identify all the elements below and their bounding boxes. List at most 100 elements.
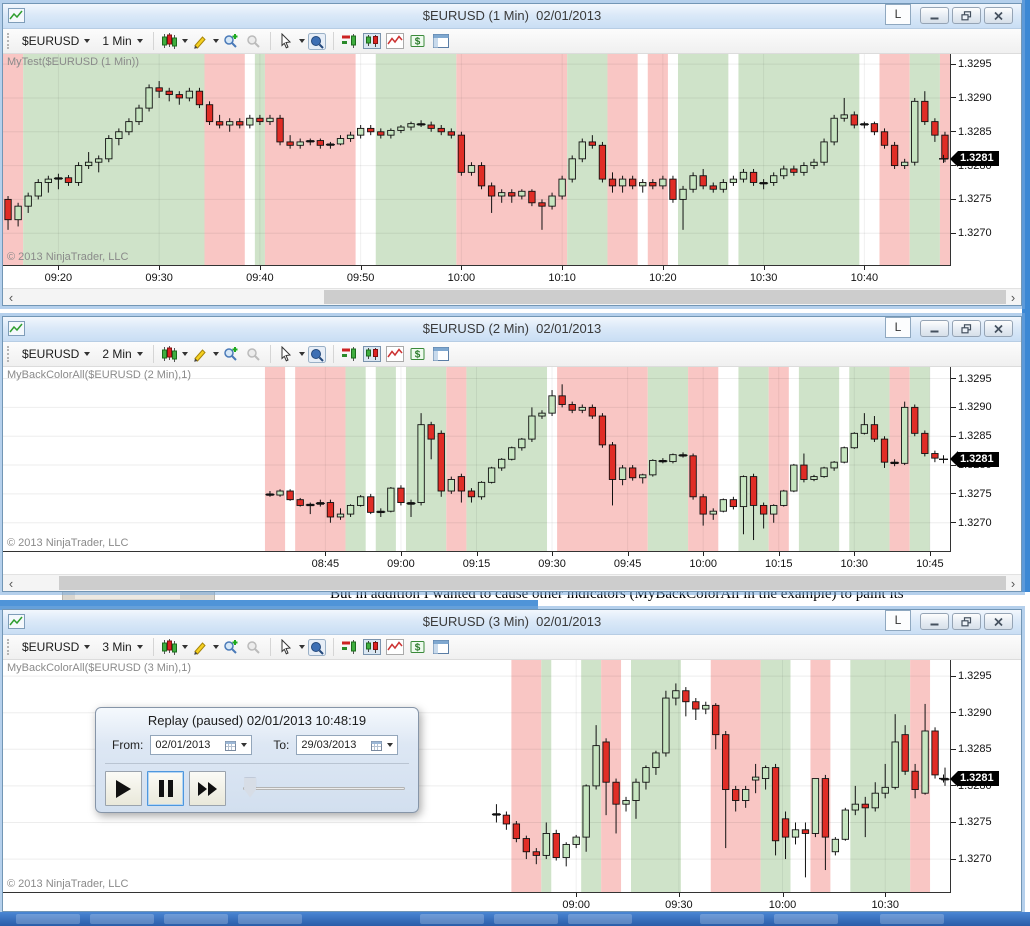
time-axis[interactable]: 09:20 09:30 09:40 09:50 10:00 10:10 10:20 10:30… — [3, 266, 950, 288]
market-analyzer-button[interactable] — [339, 31, 360, 51]
from-date-field[interactable]: 02/01/2013 — [150, 735, 253, 755]
interval-dropdown[interactable]: 1 Min — [97, 32, 147, 50]
chevron-down-icon[interactable] — [212, 645, 219, 649]
horizontal-scrollbar[interactable]: ‹ › — [3, 288, 1021, 305]
toolbar-grip[interactable] — [7, 33, 11, 49]
zoom-in-button[interactable] — [221, 31, 242, 51]
taskbar-button[interactable] — [494, 914, 558, 924]
time-axis[interactable]: 08:45 09:00 09:15 09:30 09:45 10:00 10:15 10:30… — [3, 552, 950, 574]
chevron-down-icon[interactable] — [212, 352, 219, 356]
zoom-out-button[interactable] — [244, 637, 265, 657]
link-button[interactable]: L — [885, 610, 911, 631]
zoom-in-button[interactable] — [221, 344, 242, 364]
chart-plot[interactable]: MyBackColorAll($EURUSD (2 Min),1) © 2013… — [3, 367, 950, 552]
titlebar[interactable]: $EURUSD (2 Min) 02/01/2013 L — [3, 317, 1021, 342]
chart-plot[interactable]: MyBackColorAll($EURUSD (3 Min),1) © 2013… — [3, 660, 950, 893]
drawing-tools-button[interactable] — [190, 637, 211, 657]
data-box-button[interactable] — [307, 637, 328, 657]
horizontal-scrollbar[interactable]: ‹ › — [3, 574, 1021, 591]
scroll-left-arrow[interactable]: ‹ — [8, 289, 14, 305]
link-button[interactable]: L — [885, 4, 911, 25]
chevron-down-icon[interactable] — [298, 39, 305, 43]
close-button[interactable] — [984, 613, 1013, 630]
properties-panel-button[interactable] — [431, 344, 452, 364]
slider-thumb[interactable] — [244, 777, 257, 798]
instrument-dropdown[interactable]: $EURUSD — [17, 638, 95, 656]
chevron-down-icon[interactable] — [212, 39, 219, 43]
price-axis[interactable]: 1.32951.32901.32851.32801.32751.32701.32… — [950, 660, 1021, 893]
restore-button[interactable] — [952, 613, 981, 630]
scrollbar-thumb[interactable] — [58, 576, 1006, 590]
zoom-in-button[interactable] — [221, 637, 242, 657]
minimize-button[interactable] — [920, 320, 949, 337]
taskbar[interactable] — [0, 912, 1030, 926]
play-button[interactable] — [105, 771, 142, 806]
chart-window-button[interactable] — [362, 31, 383, 51]
pause-button[interactable] — [147, 771, 184, 806]
cursor-mode-button[interactable] — [276, 344, 297, 364]
titlebar[interactable]: $EURUSD (3 Min) 02/01/2013 L — [3, 610, 1021, 635]
cursor-mode-button[interactable] — [276, 637, 297, 657]
chart-window-button[interactable] — [362, 344, 383, 364]
instrument-dropdown[interactable]: $EURUSD — [17, 345, 95, 363]
taskbar-button[interactable] — [16, 914, 80, 924]
close-button[interactable] — [984, 7, 1013, 24]
price-axis[interactable]: 1.32951.32901.32851.32801.32751.32701.32… — [950, 367, 1021, 552]
chevron-down-icon[interactable] — [181, 645, 188, 649]
taskbar-button[interactable] — [238, 914, 302, 924]
to-date-field[interactable]: 29/03/2013 — [296, 735, 399, 755]
chevron-down-icon[interactable] — [181, 352, 188, 356]
market-analyzer-button[interactable] — [339, 637, 360, 657]
drawing-tools-button[interactable] — [190, 31, 211, 51]
drawing-tools-button[interactable] — [190, 344, 211, 364]
taskbar-button[interactable] — [90, 914, 154, 924]
restore-button[interactable] — [952, 320, 981, 337]
toolbar-grip[interactable] — [7, 346, 11, 362]
instrument-dropdown[interactable]: $EURUSD — [17, 32, 95, 50]
account-data-button[interactable]: $ — [408, 31, 429, 51]
account-data-button[interactable]: $ — [408, 344, 429, 364]
line-chart-button[interactable] — [385, 637, 406, 657]
zoom-out-button[interactable] — [244, 344, 265, 364]
price-axis[interactable]: 1.32951.32901.32851.32801.32751.32701.32… — [950, 54, 1021, 266]
properties-panel-button[interactable] — [431, 637, 452, 657]
fast-forward-button[interactable] — [189, 771, 226, 806]
chart-window-button[interactable] — [362, 637, 383, 657]
data-box-button[interactable] — [307, 344, 328, 364]
scrollbar-thumb[interactable] — [323, 290, 1006, 304]
taskbar-button[interactable] — [420, 914, 484, 924]
chart-style-button[interactable] — [159, 344, 180, 364]
close-button[interactable] — [984, 320, 1013, 337]
properties-panel-button[interactable] — [431, 31, 452, 51]
data-box-button[interactable] — [307, 31, 328, 51]
replay-control-dialog[interactable]: Replay (paused) 02/01/2013 10:48:19 From… — [95, 707, 419, 813]
line-chart-button[interactable] — [385, 31, 406, 51]
chevron-down-icon[interactable] — [387, 743, 394, 747]
scroll-right-arrow[interactable]: › — [1010, 575, 1016, 591]
taskbar-button[interactable] — [164, 914, 228, 924]
chevron-down-icon[interactable] — [241, 743, 248, 747]
interval-dropdown[interactable]: 2 Min — [97, 345, 147, 363]
chart-style-button[interactable] — [159, 31, 180, 51]
line-chart-button[interactable] — [385, 344, 406, 364]
chevron-down-icon[interactable] — [298, 645, 305, 649]
replay-speed-slider[interactable] — [241, 777, 409, 800]
chevron-down-icon[interactable] — [298, 352, 305, 356]
link-button[interactable]: L — [885, 317, 911, 338]
restore-button[interactable] — [952, 7, 981, 24]
time-axis[interactable]: 09:00 09:30 10:00 10:30 — [3, 893, 950, 911]
chevron-down-icon[interactable] — [181, 39, 188, 43]
taskbar-button[interactable] — [568, 914, 632, 924]
toolbar-grip[interactable] — [7, 639, 11, 655]
cursor-mode-button[interactable] — [276, 31, 297, 51]
scroll-left-arrow[interactable]: ‹ — [8, 575, 14, 591]
scroll-right-arrow[interactable]: › — [1010, 289, 1016, 305]
minimize-button[interactable] — [920, 613, 949, 630]
chart-plot[interactable]: MyTest($EURUSD (1 Min)) © 2013 NinjaTrad… — [3, 54, 950, 266]
taskbar-button[interactable] — [880, 914, 944, 924]
taskbar-button[interactable] — [700, 914, 764, 924]
slider-track[interactable] — [243, 786, 405, 790]
taskbar-button[interactable] — [774, 914, 838, 924]
minimize-button[interactable] — [920, 7, 949, 24]
interval-dropdown[interactable]: 3 Min — [97, 638, 147, 656]
